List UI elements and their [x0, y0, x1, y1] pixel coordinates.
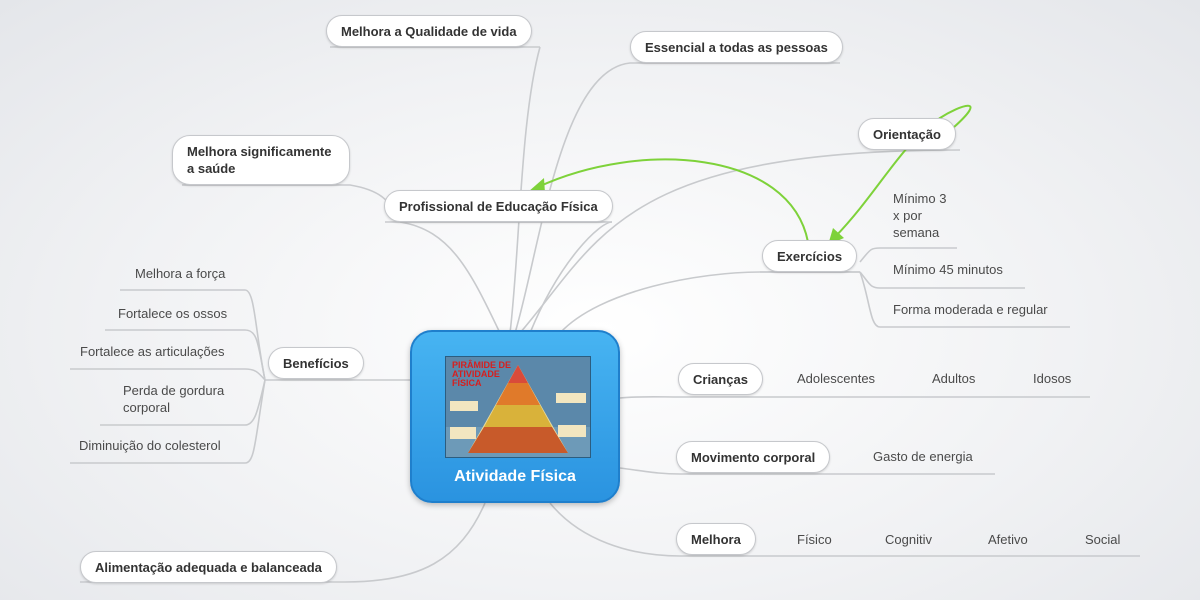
node-exercicios[interactable]: Exercícios	[762, 240, 858, 272]
leaf-exercicios-moderada[interactable]: Forma moderada e regular	[893, 302, 1048, 317]
leaf-adolescentes[interactable]: Adolescentes	[797, 371, 876, 386]
leaf-idosos[interactable]: Idosos	[1033, 371, 1072, 386]
pyramid-image: PIRÂMIDE DE ATIVIDADE FÍSICA	[445, 356, 591, 458]
node-beneficios[interactable]: Benefícios	[268, 347, 364, 379]
node-orientacao[interactable]: Orientação	[858, 118, 956, 150]
leaf-beneficios-forca[interactable]: Melhora a força	[135, 266, 226, 281]
node-melhora-qualidade[interactable]: Melhora a Qualidade de vida	[326, 15, 532, 47]
leaf-beneficios-gordura[interactable]: Perda de gordura corporal	[123, 383, 225, 415]
node-criancas[interactable]: Crianças	[678, 363, 763, 395]
leaf-adultos[interactable]: Adultos	[932, 371, 976, 386]
leaf-cognitiv[interactable]: Cognitiv	[885, 532, 932, 547]
node-melhora[interactable]: Melhora	[676, 523, 756, 555]
leaf-beneficios-articulacoes[interactable]: Fortalece as articulações	[80, 344, 225, 359]
node-essencial[interactable]: Essencial a todas as pessoas	[630, 31, 843, 63]
leaf-beneficios-colesterol[interactable]: Diminuição do colesterol	[79, 438, 221, 453]
central-title: Atividade Física	[454, 468, 576, 485]
central-topic[interactable]: PIRÂMIDE DE ATIVIDADE FÍSICA Atividade F…	[410, 330, 620, 503]
leaf-exercicios-45-minutos[interactable]: Mínimo 45 minutos	[893, 262, 1003, 277]
node-movimento-corporal[interactable]: Movimento corporal	[676, 441, 831, 473]
leaf-fisico[interactable]: Físico	[797, 532, 832, 547]
pyramid-illustration	[446, 357, 590, 457]
leaf-afetivo[interactable]: Afetivo	[988, 532, 1028, 547]
node-profissional[interactable]: Profissional de Educação Física	[384, 190, 613, 222]
node-alimentacao[interactable]: Alimentação adequada e balanceada	[80, 551, 337, 583]
pyramid-caption: PIRÂMIDE DE ATIVIDADE FÍSICA	[452, 360, 512, 388]
leaf-beneficios-ossos[interactable]: Fortalece os ossos	[118, 306, 228, 321]
leaf-social[interactable]: Social	[1085, 532, 1121, 547]
leaf-exercicios-minimo-3x[interactable]: Mínimo 3 x por semana	[893, 191, 947, 240]
leaf-gasto-energia[interactable]: Gasto de energia	[873, 449, 973, 464]
node-melhora-saude[interactable]: Melhora significamente a saúde	[172, 135, 350, 185]
